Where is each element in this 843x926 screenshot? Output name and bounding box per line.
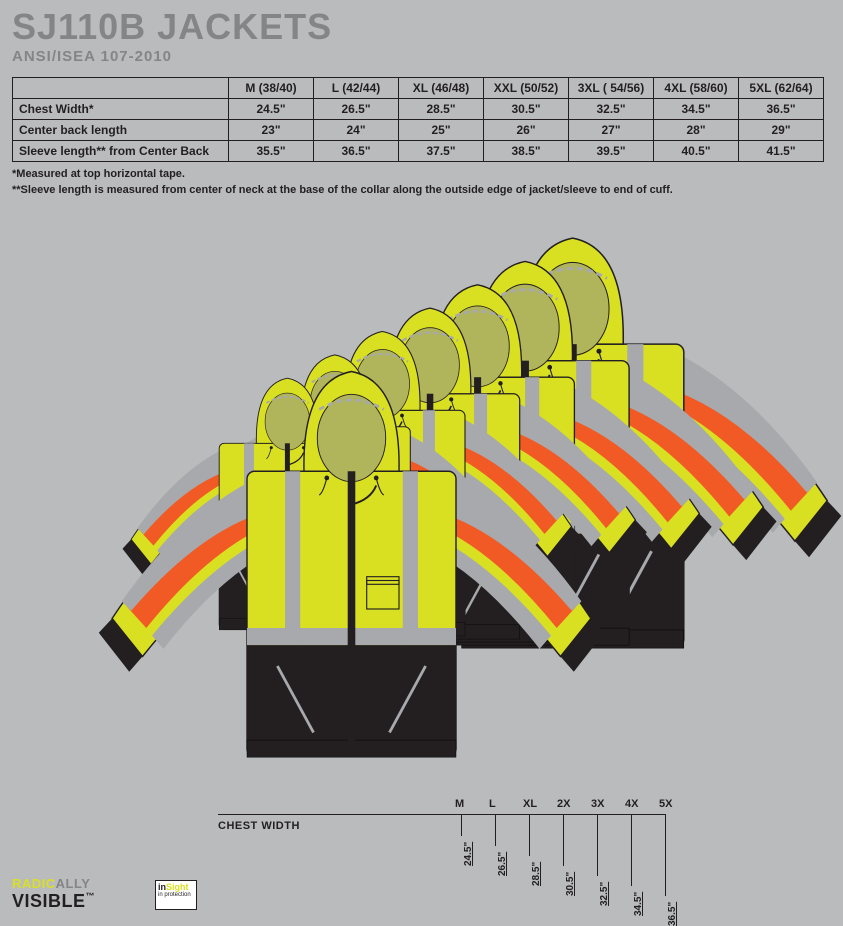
cell: 39.5" <box>569 141 654 162</box>
cell: 28" <box>654 120 739 141</box>
cell: 38.5" <box>484 141 569 162</box>
row-label: Center back length <box>13 120 229 141</box>
cell: 40.5" <box>654 141 739 162</box>
cw-tick <box>461 814 462 836</box>
table-header-row: M (38/40) L (42/44) XL (46/48) XXL (50/5… <box>13 78 824 99</box>
cell: 28.5" <box>399 99 484 120</box>
cell: 27" <box>569 120 654 141</box>
page-title: SJ110B JACKETS <box>0 0 843 48</box>
cw-size-label: 3X <box>591 798 604 810</box>
cw-size-label: 2X <box>557 798 570 810</box>
cell: 36.5" <box>314 141 399 162</box>
row-label: Chest Width* <box>13 99 229 120</box>
cw-tick <box>529 814 530 856</box>
cell: 34.5" <box>654 99 739 120</box>
cw-tick <box>563 814 564 866</box>
cell: 24" <box>314 120 399 141</box>
col-header: 3XL ( 54/56) <box>569 78 654 99</box>
row-label: Sleeve length** from Center Back <box>13 141 229 162</box>
jacket-stack-svg <box>0 212 843 772</box>
cw-tick <box>597 814 598 876</box>
cell: 24.5" <box>229 99 314 120</box>
insight-in: in <box>158 882 166 892</box>
cell: 25" <box>399 120 484 141</box>
trademark-icon: ™ <box>86 891 96 901</box>
cw-value: 36.5" <box>667 902 678 926</box>
insight-bottom: in protection <box>158 892 191 898</box>
cw-size-label: 4X <box>625 798 638 810</box>
cw-size-label: L <box>489 798 496 810</box>
cw-value: 26.5" <box>497 852 508 876</box>
insight-sight: Sight <box>166 882 189 892</box>
cw-tick <box>495 814 496 846</box>
table-row: Center back length 23" 24" 25" 26" 27" 2… <box>13 120 824 141</box>
col-header: 5XL (62/64) <box>739 78 824 99</box>
table-row: Chest Width* 24.5" 26.5" 28.5" 30.5" 32.… <box>13 99 824 120</box>
sizing-table: M (38/40) L (42/44) XL (46/48) XXL (50/5… <box>12 77 824 162</box>
cw-size-label: 5X <box>659 798 672 810</box>
logo-text-radically-1: RADIC <box>12 876 56 891</box>
col-header: L (42/44) <box>314 78 399 99</box>
cell: 23" <box>229 120 314 141</box>
cell: 41.5" <box>739 141 824 162</box>
cw-size-label: M <box>455 798 464 810</box>
footnote-2: **Sleeve length is measured from center … <box>0 182 843 198</box>
logo-text-visible: VISIBLE <box>12 891 86 911</box>
cw-value: 30.5" <box>565 872 576 896</box>
cw-value: 28.5" <box>531 862 542 886</box>
page-subtitle: ANSI/ISEA 107-2010 <box>0 48 843 73</box>
cw-value: 24.5" <box>463 842 474 866</box>
cell: 26" <box>484 120 569 141</box>
cell: 32.5" <box>569 99 654 120</box>
radically-visible-logo: RADICALLY VISIBLE™ <box>12 876 95 912</box>
cw-tick <box>631 814 632 886</box>
cell: 35.5" <box>229 141 314 162</box>
footnote-1: *Measured at top horizontal tape. <box>0 166 843 182</box>
chest-width-label: CHEST WIDTH <box>218 820 300 832</box>
col-header: M (38/40) <box>229 78 314 99</box>
cell: 30.5" <box>484 99 569 120</box>
cw-value: 32.5" <box>599 882 610 906</box>
col-header: 4XL (58/60) <box>654 78 739 99</box>
cw-value: 34.5" <box>633 892 644 916</box>
cell: 37.5" <box>399 141 484 162</box>
col-header: XXL (50/52) <box>484 78 569 99</box>
col-header: XL (46/48) <box>399 78 484 99</box>
cell: 36.5" <box>739 99 824 120</box>
chest-width-line <box>218 814 666 815</box>
table-row: Sleeve length** from Center Back 35.5" 3… <box>13 141 824 162</box>
table-blank-header <box>13 78 229 99</box>
logo-text-radically-2: ALLY <box>56 876 91 891</box>
jacket-diagram <box>0 212 843 842</box>
cell: 26.5" <box>314 99 399 120</box>
cell: 29" <box>739 120 824 141</box>
cw-size-label: XL <box>523 798 537 810</box>
insight-logo: inSight in protection <box>155 880 197 910</box>
cw-tick <box>665 814 666 896</box>
